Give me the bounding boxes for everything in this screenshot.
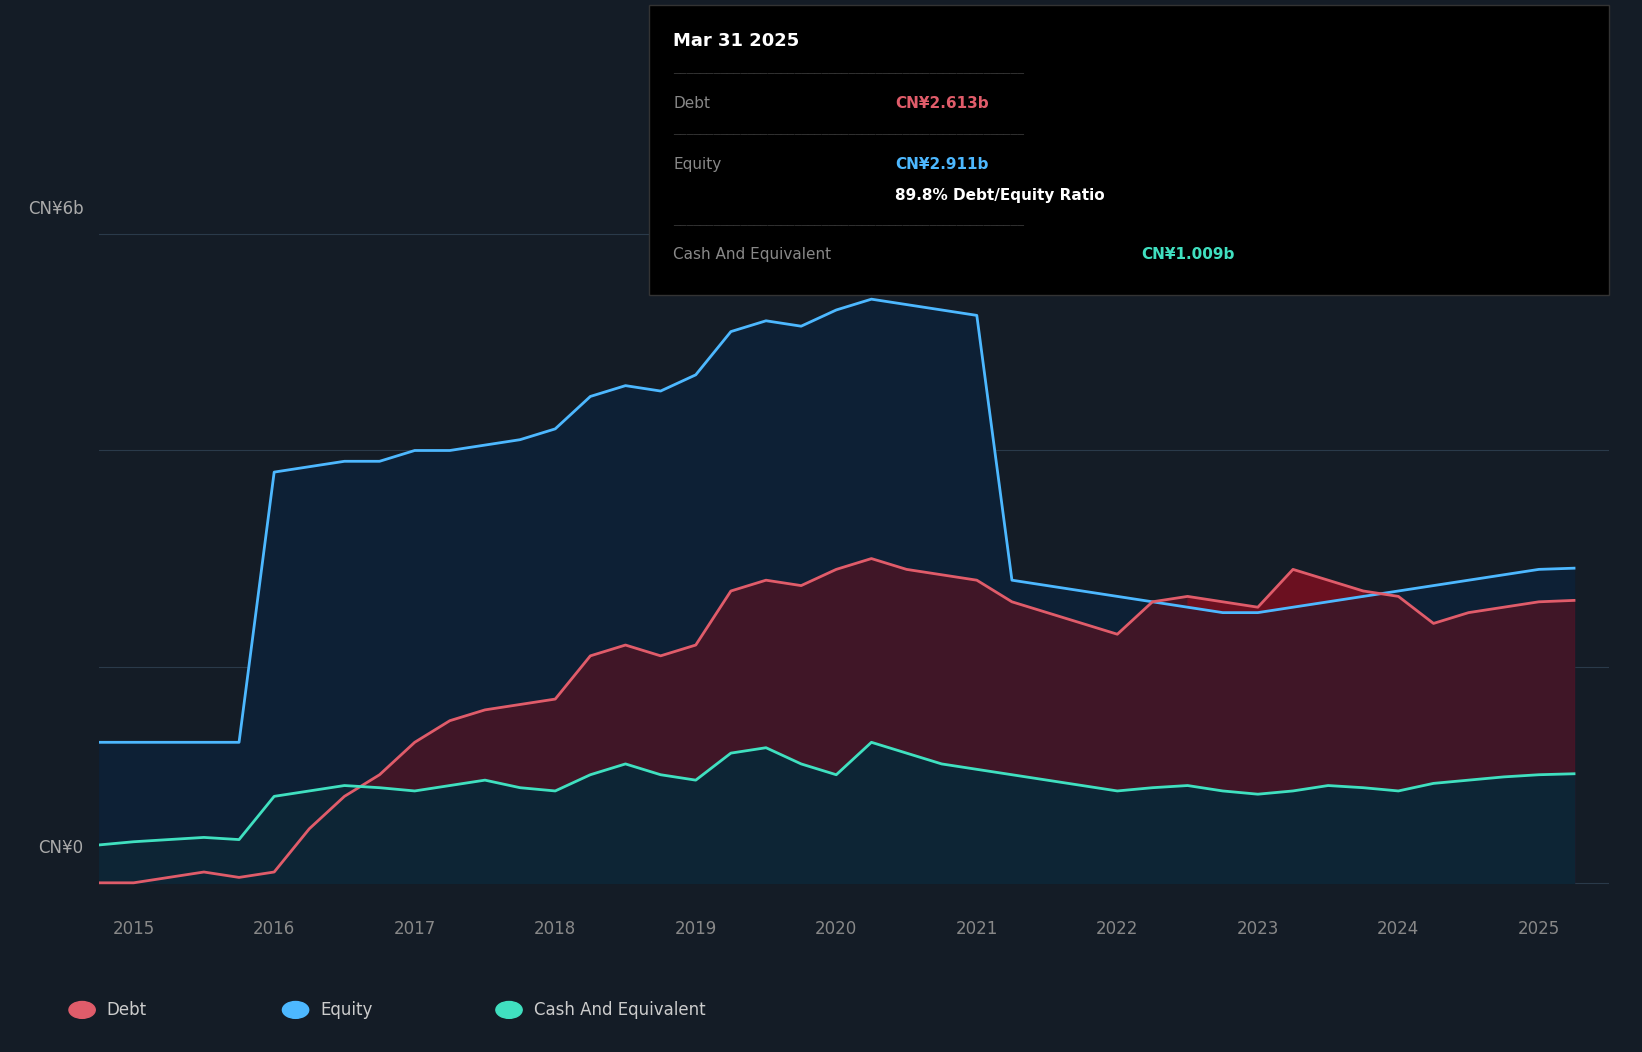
Text: Debt: Debt — [673, 96, 711, 110]
Text: ────────────────────────────────────────────────────: ────────────────────────────────────────… — [673, 129, 1025, 140]
Text: ────────────────────────────────────────────────────: ────────────────────────────────────────… — [673, 68, 1025, 79]
Text: CN¥6b: CN¥6b — [28, 200, 84, 218]
Text: CN¥2.613b: CN¥2.613b — [895, 96, 988, 110]
Text: Equity: Equity — [320, 1000, 373, 1019]
Text: Mar 31 2025: Mar 31 2025 — [673, 32, 800, 49]
Text: 89.8% Debt/Equity Ratio: 89.8% Debt/Equity Ratio — [895, 188, 1105, 203]
Text: CN¥1.009b: CN¥1.009b — [1141, 247, 1235, 262]
Text: ────────────────────────────────────────────────────: ────────────────────────────────────────… — [673, 220, 1025, 230]
Text: CN¥0: CN¥0 — [38, 839, 84, 857]
Text: Debt: Debt — [107, 1000, 146, 1019]
Text: Cash And Equivalent: Cash And Equivalent — [534, 1000, 706, 1019]
Text: CN¥2.911b: CN¥2.911b — [895, 157, 988, 171]
Text: Equity: Equity — [673, 157, 721, 171]
Text: Cash And Equivalent: Cash And Equivalent — [673, 247, 831, 262]
